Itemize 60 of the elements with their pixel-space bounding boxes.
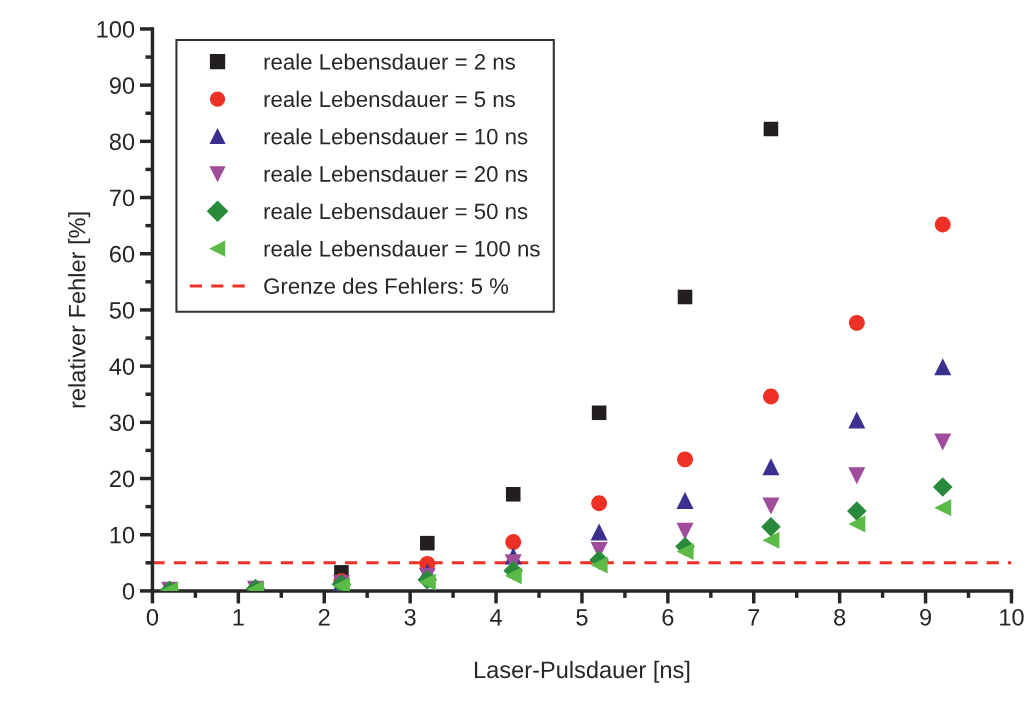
x-tick-label: 1 bbox=[233, 609, 244, 626]
x-tick-label: 7 bbox=[748, 609, 760, 626]
x-tick-label: 4 bbox=[490, 609, 502, 626]
point bbox=[932, 477, 953, 497]
point bbox=[934, 358, 952, 376]
point bbox=[762, 458, 780, 476]
x-axis-title: Laser-Pulsdauer [ns] bbox=[474, 660, 690, 683]
point bbox=[934, 216, 951, 233]
point bbox=[848, 467, 866, 485]
y-tick-label: 30 bbox=[109, 414, 135, 432]
legend-label: reale Lebensdauer = 10 ns bbox=[264, 128, 528, 145]
legend-label: reale Lebensdauer = 50 ns bbox=[264, 202, 528, 220]
point bbox=[676, 491, 694, 509]
point bbox=[762, 531, 780, 549]
legend-label: reale Lebensdauer = 2 ns bbox=[264, 53, 515, 70]
y-tick-label: 0 bbox=[122, 582, 135, 600]
x-tick-label: 3 bbox=[404, 608, 416, 626]
y-axis-title: relativer Fehler [%] bbox=[68, 212, 91, 408]
point bbox=[505, 534, 522, 550]
point bbox=[934, 499, 952, 517]
y-tick-label: 90 bbox=[109, 77, 135, 94]
legend-label: reale Lebensdauer = 100 ns bbox=[264, 240, 540, 257]
point bbox=[848, 314, 865, 331]
point bbox=[676, 522, 694, 540]
x-tick-label: 10 bbox=[1000, 608, 1024, 626]
point bbox=[504, 567, 522, 585]
point bbox=[761, 517, 781, 537]
point bbox=[934, 433, 952, 451]
point bbox=[847, 501, 867, 521]
point bbox=[505, 486, 521, 502]
point bbox=[590, 523, 608, 541]
x-tick-label: 2 bbox=[318, 608, 330, 626]
point bbox=[590, 556, 608, 574]
point bbox=[676, 543, 694, 561]
point bbox=[591, 495, 608, 512]
point bbox=[677, 289, 693, 305]
y-tick-label: 80 bbox=[109, 133, 135, 151]
x-tick-label: 8 bbox=[834, 608, 846, 626]
y-tick-label: 50 bbox=[109, 302, 135, 319]
point bbox=[763, 388, 779, 405]
y-tick-label: 70 bbox=[110, 189, 135, 207]
y-tick-label: 10 bbox=[110, 526, 135, 544]
legend-label: reale Lebensdauer = 20 ns bbox=[264, 165, 528, 182]
x-tick-label: 9 bbox=[920, 608, 932, 626]
point bbox=[762, 497, 780, 515]
x-tick-label: 6 bbox=[662, 608, 674, 626]
point bbox=[677, 451, 693, 468]
legend-label: reale Lebensdauer = 5 ns bbox=[264, 90, 515, 108]
point bbox=[848, 515, 866, 533]
point bbox=[420, 535, 435, 551]
y-tick-label: 100 bbox=[97, 21, 135, 38]
y-tick-label: 20 bbox=[110, 470, 135, 488]
point bbox=[763, 121, 779, 137]
x-tick-label: 5 bbox=[576, 609, 588, 626]
legend-label: Grenze des Fehlers: 5 % bbox=[264, 277, 509, 295]
point bbox=[591, 405, 607, 421]
x-tick-label: 0 bbox=[146, 608, 159, 626]
y-tick-label: 40 bbox=[109, 358, 135, 375]
point bbox=[848, 411, 866, 429]
y-tick-label: 60 bbox=[110, 245, 135, 263]
